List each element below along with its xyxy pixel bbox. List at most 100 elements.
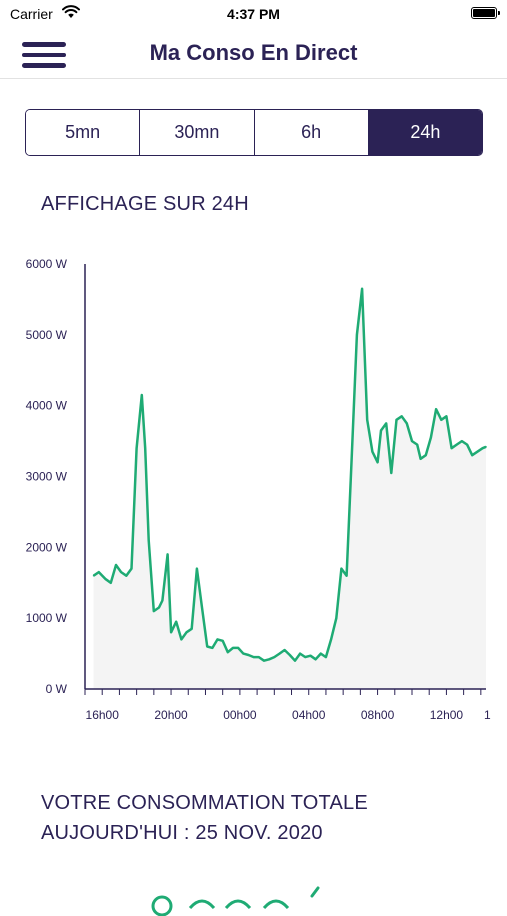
x-tick-label: 04h00 — [292, 708, 326, 722]
wifi-icon — [62, 5, 80, 22]
data-point — [450, 447, 453, 449]
data-point — [466, 443, 468, 446]
data-point — [406, 422, 408, 425]
data-point — [104, 578, 107, 580]
data-point — [98, 571, 100, 573]
data-point — [166, 553, 169, 556]
x-tick-label: 16h00 — [86, 708, 120, 722]
data-point — [445, 415, 448, 418]
total-title-line1: VOTRE CONSOMMATION TOTALE — [41, 792, 368, 814]
status-bar: Carrier 4:37 PM — [0, 0, 507, 28]
data-point — [232, 647, 234, 649]
x-tick-label: 1 — [484, 708, 491, 722]
data-point — [185, 631, 188, 634]
data-point — [110, 582, 112, 584]
data-point — [278, 652, 281, 655]
data-point — [390, 472, 393, 474]
chart-area-fill — [93, 288, 486, 689]
data-point — [335, 617, 338, 619]
period-segmented-control: 5mn 30mn 6h 24h — [25, 109, 483, 156]
data-point — [411, 440, 413, 442]
data-point — [147, 539, 150, 542]
data-point — [380, 429, 382, 432]
data-point — [356, 334, 358, 336]
chart-section-title: AFFICHAGE SUR 24H — [41, 193, 249, 215]
data-point — [120, 571, 122, 573]
data-point — [471, 454, 474, 456]
hamburger-menu-icon[interactable] — [22, 42, 66, 68]
segment-6h[interactable]: 6h — [254, 110, 369, 155]
data-point — [252, 656, 255, 658]
data-point — [330, 638, 332, 641]
status-time: 4:37 PM — [227, 6, 280, 22]
data-point — [485, 446, 487, 448]
data-point — [371, 450, 374, 453]
data-point — [481, 447, 484, 449]
y-tick-label: 4000 W — [26, 399, 68, 413]
total-title-line2: AUJOURD'HUI : 25 NOV. 2020 — [41, 822, 323, 844]
data-point — [299, 652, 301, 655]
y-tick-label: 2000 W — [26, 540, 68, 554]
data-point — [144, 447, 146, 449]
data-point — [141, 394, 143, 396]
data-point — [385, 422, 388, 425]
data-point — [314, 658, 317, 661]
data-point — [289, 654, 291, 656]
data-point — [461, 440, 463, 442]
data-point — [416, 443, 419, 446]
consumption-chart: 0 W 1000 W 2000 W 3000 W 4000 W 5000 W 6000 W 1… — [26, 257, 491, 722]
battery-icon — [471, 7, 500, 19]
segment-30mn[interactable]: 30mn — [140, 110, 255, 155]
data-point — [242, 652, 245, 655]
data-point — [455, 443, 458, 446]
data-point — [440, 419, 443, 421]
y-tick-label: 0 W — [46, 682, 68, 696]
x-tick-label: 12h00 — [430, 708, 464, 722]
data-point — [320, 652, 322, 655]
y-tick-label: 3000 W — [26, 470, 68, 484]
segment-5mn[interactable]: 5mn — [26, 110, 141, 155]
data-point — [227, 651, 229, 653]
data-point — [206, 645, 208, 648]
data-point — [158, 606, 160, 609]
carrier-label: Carrier — [10, 6, 53, 22]
data-point — [430, 436, 432, 439]
data-point — [130, 567, 133, 570]
data-point — [216, 638, 219, 641]
data-point — [366, 419, 369, 421]
nav-bar: Ma Conso En Direct — [0, 28, 507, 79]
total-consumption-title: VOTRE CONSOMMATION TOTALE AUJOURD'HUI : … — [41, 788, 481, 848]
data-point — [180, 638, 183, 641]
consumption-value-partial — [151, 886, 320, 916]
data-point — [125, 574, 128, 577]
data-point — [395, 419, 398, 421]
data-point — [400, 415, 403, 418]
data-point — [309, 654, 312, 657]
x-tick-label: 20h00 — [154, 708, 188, 722]
data-point — [115, 564, 117, 566]
data-point — [237, 647, 239, 649]
page-title: Ma Conso En Direct — [149, 40, 358, 65]
y-tick-label: 5000 W — [26, 328, 68, 342]
data-point — [153, 610, 155, 612]
data-point — [190, 628, 193, 630]
data-point — [221, 640, 224, 642]
data-point — [196, 567, 198, 570]
data-point — [135, 447, 138, 449]
data-point — [419, 458, 422, 460]
data-point — [211, 647, 214, 649]
x-tick-label: 00h00 — [223, 708, 257, 722]
data-point — [340, 567, 343, 570]
data-point — [258, 656, 260, 658]
data-point — [351, 454, 353, 456]
y-tick-label: 6000 W — [26, 257, 68, 271]
data-point — [263, 659, 265, 662]
data-point — [435, 408, 437, 410]
data-point — [425, 454, 427, 456]
data-point — [92, 574, 95, 577]
data-point — [345, 574, 348, 577]
segment-24h[interactable]: 24h — [368, 110, 482, 155]
data-point — [325, 656, 327, 658]
data-point — [201, 606, 203, 609]
data-point — [268, 658, 271, 661]
